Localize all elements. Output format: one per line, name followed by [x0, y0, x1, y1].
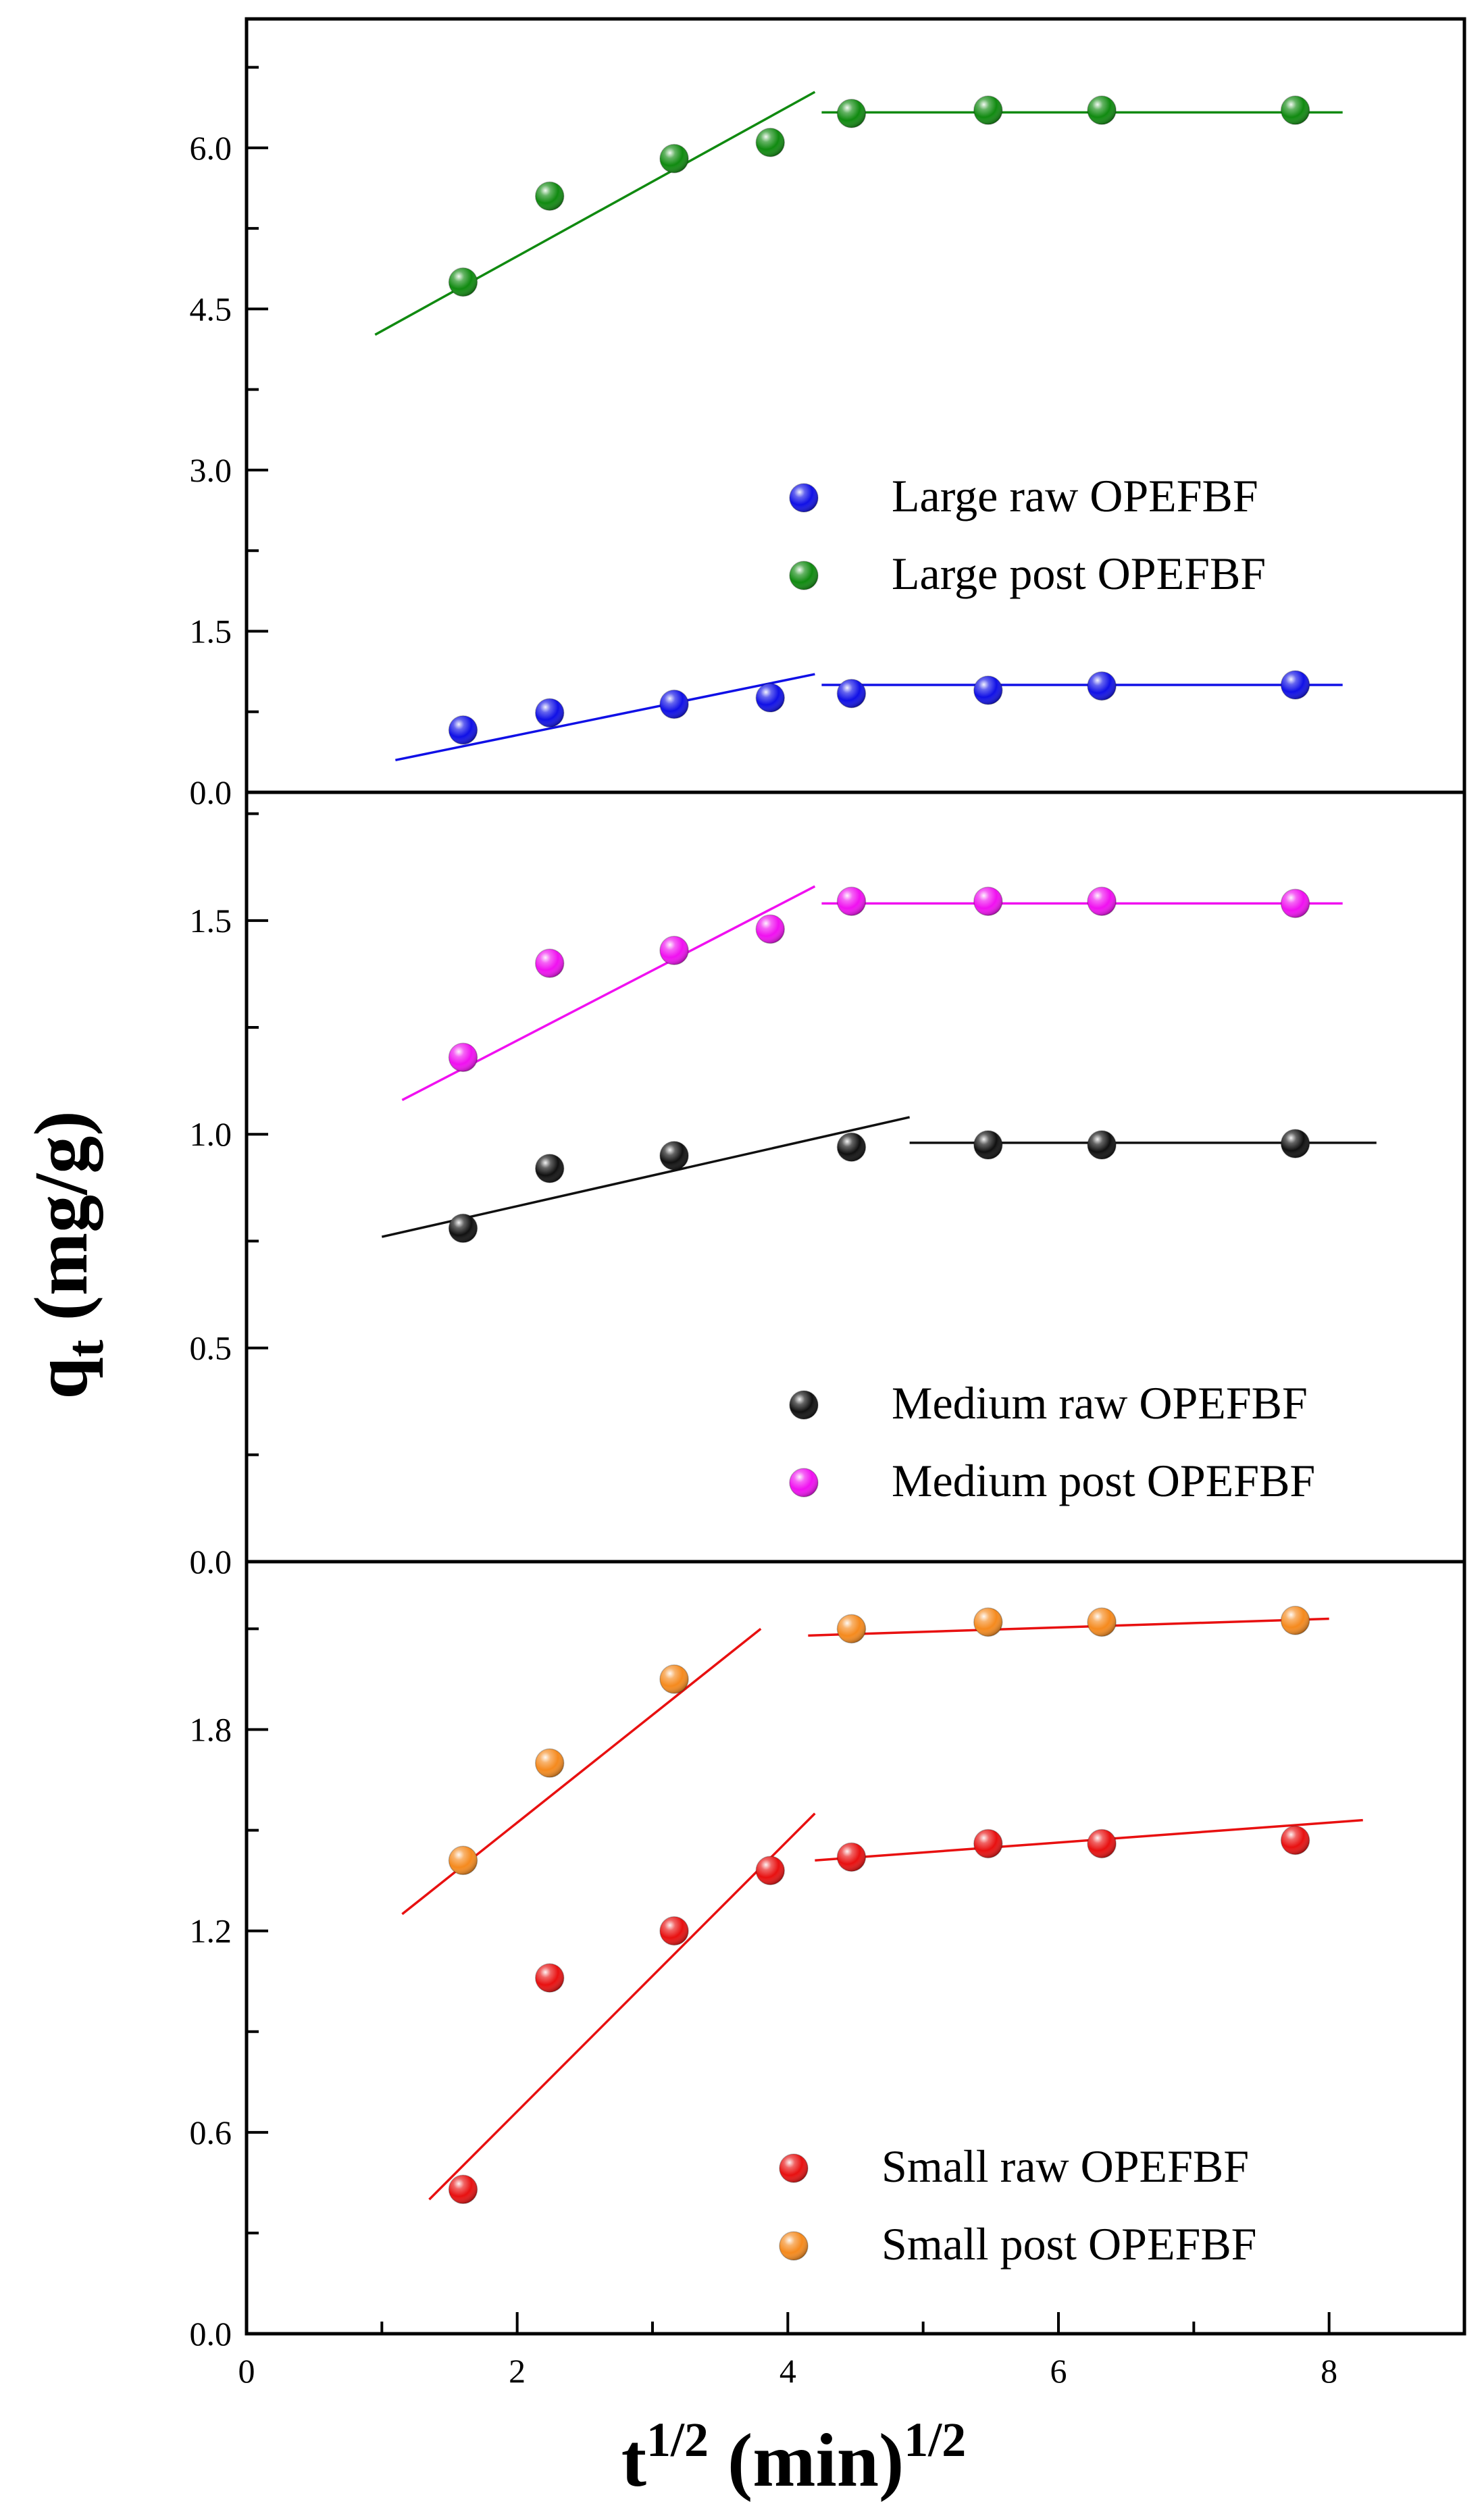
data-point-small-raw-opefbf	[448, 2174, 478, 2205]
legend-label-medium-raw-opefbf: Medium raw OPEFBF	[892, 1377, 1308, 1429]
data-point-large-post-opefbf	[534, 181, 565, 211]
data-point-large-post-opefbf	[836, 99, 867, 128]
data-point-small-raw-opefbf	[1087, 1828, 1117, 1859]
data-point-medium-raw-opefbf	[659, 1141, 689, 1171]
y-tick-label: 1.5	[190, 612, 232, 650]
data-point-medium-post-opefbf	[1087, 886, 1117, 917]
legend-marker-small-raw-opefbf	[779, 2153, 809, 2183]
x-axis-title: t1/2 (min)1/2	[621, 2413, 967, 2503]
legend-label-medium-post-opefbf: Medium post OPEFBF	[892, 1455, 1315, 1506]
data-point-medium-post-opefbf	[836, 886, 867, 917]
data-point-medium-raw-opefbf	[448, 1213, 478, 1244]
plot-frame-bottom	[245, 1560, 1466, 2336]
data-point-medium-post-opefbf	[973, 886, 1003, 917]
plot-frame-top	[245, 17, 1466, 794]
data-point-small-raw-opefbf	[836, 1842, 867, 1872]
y-axis-title-subscript: t	[55, 1339, 114, 1357]
data-point-medium-raw-opefbf	[836, 1132, 867, 1162]
legend-marker-medium-post-opefbf	[789, 1468, 819, 1498]
legend-marker-large-post-opefbf	[789, 561, 819, 590]
data-point-small-raw-opefbf	[973, 1828, 1003, 1859]
data-point-small-raw-opefbf	[534, 1963, 565, 1993]
data-point-large-raw-opefbf	[755, 683, 786, 713]
y-tick-label: 3.0	[190, 451, 232, 489]
data-point-small-raw-opefbf	[755, 1856, 786, 1885]
y-tick-label: 4.5	[190, 290, 232, 328]
svg-text:qt (mg/g): qt (mg/g)	[20, 1110, 114, 1399]
data-point-large-raw-opefbf	[836, 678, 867, 709]
y-tick-label: 0.6	[190, 2114, 232, 2151]
x-axis-title-unit-superscript: 1/2	[904, 2413, 966, 2467]
data-point-medium-raw-opefbf	[534, 1154, 565, 1183]
y-tick-label: 1.8	[190, 1710, 232, 1748]
data-point-large-post-opefbf	[659, 143, 689, 174]
legend-label-small-post-opefbf: Small post OPEFBF	[881, 2218, 1257, 2270]
data-point-large-raw-opefbf	[534, 698, 565, 728]
y-tick-label: 0.0	[190, 2315, 232, 2353]
data-point-large-raw-opefbf	[1280, 670, 1310, 700]
data-point-small-post-opefbf	[1280, 1606, 1310, 1635]
data-point-large-raw-opefbf	[659, 689, 689, 719]
fit-line-small-post-opefbf-2	[808, 1617, 1329, 1637]
y-tick-label: 6.0	[190, 129, 232, 167]
data-point-large-post-opefbf	[1087, 95, 1117, 125]
legend-marker-large-raw-opefbf	[789, 483, 819, 513]
legend-label-large-raw-opefbf: Large raw OPEFBF	[892, 470, 1258, 521]
data-point-medium-post-opefbf	[659, 936, 689, 965]
fit-line-large-raw-opefbf-1	[395, 673, 815, 762]
data-point-medium-post-opefbf	[448, 1042, 478, 1073]
data-point-medium-raw-opefbf	[973, 1130, 1003, 1160]
legend-marker-medium-raw-opefbf	[789, 1390, 819, 1420]
x-axis-title-main: t	[621, 2419, 646, 2503]
legend-label-large-post-opefbf: Large post OPEFBF	[892, 548, 1266, 599]
x-tick-label: 6	[1050, 2352, 1067, 2390]
x-axis-title-unit: (min)	[709, 2419, 904, 2503]
data-point-medium-post-opefbf	[755, 914, 786, 944]
x-axis-title-superscript: 1/2	[646, 2413, 709, 2467]
data-point-medium-raw-opefbf	[1280, 1129, 1310, 1158]
panel-bottom: 0.0 0.6 1.2 1.8 0 2 4 6 8 Small raw OPEFBF Small p…	[190, 1560, 1466, 2390]
y-tick-label: 1.0	[190, 1115, 232, 1153]
data-point-large-raw-opefbf	[973, 675, 1003, 705]
data-point-small-post-opefbf	[973, 1607, 1003, 1637]
x-tick-label: 4	[779, 2352, 796, 2390]
data-point-large-raw-opefbf	[1087, 671, 1117, 701]
data-point-small-raw-opefbf	[1280, 1825, 1310, 1856]
data-point-medium-post-opefbf	[1280, 888, 1310, 919]
y-axis-title: qt (mg/g)	[20, 1110, 114, 1399]
y-axis-title-main: q	[20, 1357, 103, 1399]
data-point-small-post-opefbf	[1087, 1607, 1117, 1637]
data-point-medium-raw-opefbf	[1087, 1130, 1117, 1160]
legend-label-small-raw-opefbf: Small raw OPEFBF	[881, 2141, 1249, 2192]
fit-line-large-post-opefbf-1	[374, 91, 816, 336]
y-tick-label: 0.0	[190, 1543, 232, 1581]
data-point-small-post-opefbf	[534, 1748, 565, 1778]
data-point-large-post-opefbf	[448, 267, 478, 297]
data-point-large-post-opefbf	[755, 128, 786, 157]
data-point-small-post-opefbf	[659, 1664, 689, 1694]
fit-line-small-raw-opefbf-1	[428, 1812, 816, 2201]
panel-top: 0.0 1.5 3.0 4.5 6.0 Large raw OPEFBF Large pos…	[190, 17, 1466, 811]
data-point-large-raw-opefbf	[448, 715, 478, 745]
data-point-small-post-opefbf	[836, 1614, 867, 1644]
data-point-small-post-opefbf	[448, 1845, 478, 1876]
y-axis-title-unit: (mg/g)	[20, 1110, 103, 1339]
data-point-medium-post-opefbf	[534, 948, 565, 978]
x-tick-label: 2	[509, 2352, 526, 2390]
x-tick-label: 0	[238, 2352, 255, 2390]
x-tick-label: 8	[1321, 2352, 1337, 2390]
y-tick-label: 0.5	[190, 1329, 232, 1367]
y-tick-label: 1.5	[190, 902, 232, 940]
data-point-large-post-opefbf	[1280, 95, 1310, 125]
data-point-small-raw-opefbf	[659, 1916, 689, 1946]
panel-middle: 0.0 0.5 1.0 1.5 Medium raw OPEFBF Medium post…	[190, 790, 1466, 1581]
y-tick-label: 1.2	[190, 1912, 232, 1950]
data-point-large-post-opefbf	[973, 95, 1003, 125]
legend-marker-small-post-opefbf	[779, 2231, 809, 2261]
y-tick-label: 0.0	[190, 773, 232, 811]
